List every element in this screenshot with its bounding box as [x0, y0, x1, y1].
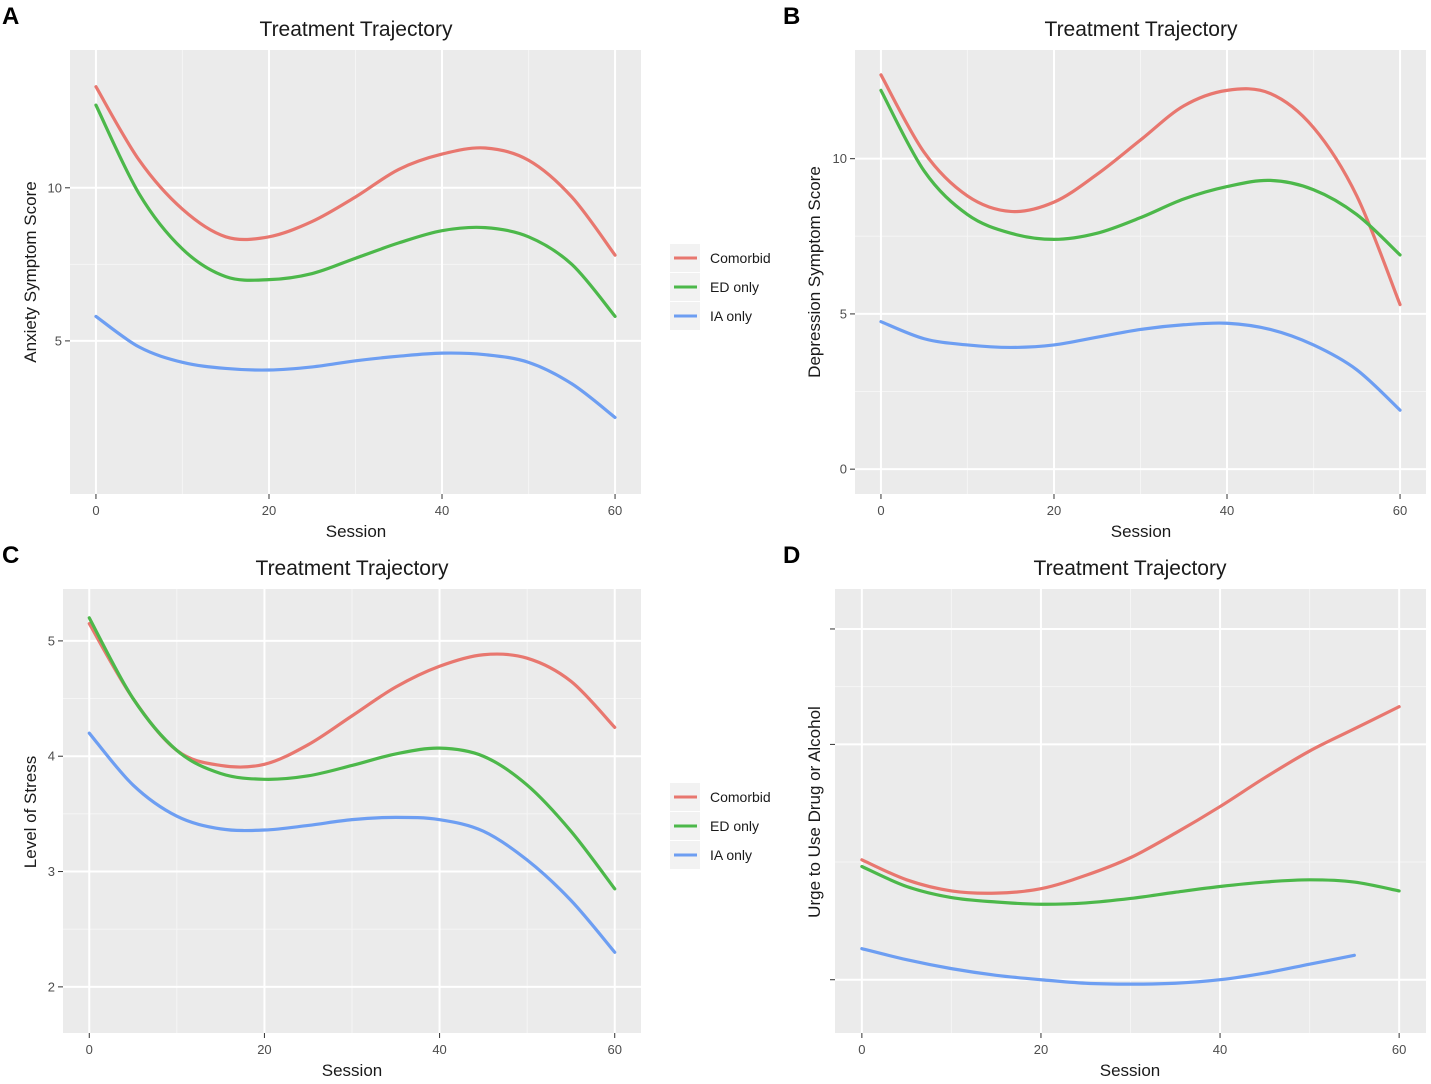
- legend-top: Comorbid ED only IA only: [670, 244, 771, 330]
- panel-d-plot: 0 20 40 60: [830, 589, 1426, 1057]
- panel-b-y-axis-label: Depression Symptom Score: [805, 166, 824, 378]
- panel-a-x-axis-label: Session: [326, 522, 386, 541]
- panel-c-x-tick-label: 0: [86, 1042, 93, 1057]
- panel-d-x-axis-label: Session: [1100, 1061, 1160, 1080]
- legend-top-label-ia-only: IA only: [710, 308, 752, 324]
- panel-a-y-axis-label: Anxiety Symptom Score: [21, 181, 40, 362]
- panel-a-plot: 0 20 40 60 5 10: [48, 50, 641, 518]
- panel-b-x-tick-label: 60: [1393, 503, 1407, 518]
- panel-b-y-tick-label: 5: [840, 306, 847, 321]
- panel-c-y-tick-label: 4: [48, 749, 55, 764]
- panel-d-series-ia-only: [860, 947, 1356, 986]
- panel-c-y-tick-label: 2: [48, 979, 55, 994]
- panel-b-title: Treatment Trajectory: [1045, 18, 1238, 41]
- legend-top-label-ed-only: ED only: [710, 279, 759, 295]
- panel-c-x-tick-label: 40: [432, 1042, 446, 1057]
- panel-b-y-tick-label: 0: [840, 462, 847, 477]
- panel-letter-d: D: [783, 542, 800, 569]
- panel-a-x-tick-label: 40: [435, 503, 449, 518]
- panel-c-series-ia-only: [87, 731, 617, 954]
- panel-d: Treatment Trajectory 0 20 40 60 Session Urg…: [805, 557, 1426, 1080]
- legend-top-label-comorbid: Comorbid: [710, 250, 771, 266]
- panel-c-x-tick-label: 20: [257, 1042, 271, 1057]
- panel-c-y-axis-label: Level of Stress: [21, 756, 40, 868]
- panel-c-title: Treatment Trajectory: [256, 557, 449, 580]
- panel-a-series-ia-only: [94, 314, 617, 420]
- panel-b-x-tick-label: 0: [877, 503, 884, 518]
- panel-b-x-tick-label: 40: [1220, 503, 1234, 518]
- panel-b-x-axis-label: Session: [1111, 522, 1171, 541]
- panel-letter-c: C: [2, 542, 19, 569]
- panel-c-plot: 0 20 40 60 2 3 4 5: [48, 589, 641, 1057]
- panel-a-series-comorbid: [94, 85, 617, 257]
- panel-a-x-tick-label: 60: [608, 503, 622, 518]
- panel-c: Treatment Trajectory 0 20 40 60 2 3 4 5 Session…: [21, 557, 641, 1080]
- panel-letter-b: B: [783, 3, 800, 30]
- panel-d-title: Treatment Trajectory: [1034, 557, 1227, 580]
- panel-c-x-axis-label: Session: [322, 1061, 382, 1080]
- legend-bottom-label-ed-only: ED only: [710, 818, 759, 834]
- panel-d-y-axis-label: Urge to Use Drug or Alcohol: [805, 706, 824, 918]
- panel-a-x-tick-label: 0: [92, 503, 99, 518]
- panel-c-series-ed-only: [87, 616, 617, 891]
- panel-b-series-ia-only: [879, 320, 1402, 412]
- panel-d-x-tick-label: 60: [1392, 1042, 1406, 1057]
- panel-b-plot: 0 20 40 60 0 5 10: [833, 50, 1426, 518]
- panel-c-x-tick-label: 60: [607, 1042, 621, 1057]
- panel-a-y-tick-label: 5: [55, 333, 62, 348]
- panel-a-x-tick-label: 20: [262, 503, 276, 518]
- panel-b-series-comorbid: [879, 73, 1402, 307]
- panel-a-y-tick-label: 10: [48, 180, 62, 195]
- panel-a-title: Treatment Trajectory: [260, 18, 453, 41]
- panel-d-series-ed-only: [860, 864, 1401, 906]
- legend-bottom-label-ia-only: IA only: [710, 847, 752, 863]
- panel-c-y-tick-label: 3: [48, 864, 55, 879]
- legend-bottom: Comorbid ED only IA only: [670, 783, 771, 869]
- panel-b-x-tick-label: 20: [1047, 503, 1061, 518]
- panel-d-series-comorbid: [860, 705, 1401, 895]
- panel-c-y-tick-label: 5: [48, 633, 55, 648]
- panel-letter-a: A: [2, 3, 19, 30]
- panel-b-series-ed-only: [879, 88, 1402, 257]
- panel-d-x-tick-label: 0: [858, 1042, 865, 1057]
- legend-bottom-label-comorbid: Comorbid: [710, 789, 771, 805]
- panel-d-x-tick-label: 20: [1034, 1042, 1048, 1057]
- panel-a-series-ed-only: [94, 103, 617, 318]
- panel-d-x-tick-label: 40: [1213, 1042, 1227, 1057]
- panel-b-y-tick-label: 10: [833, 151, 847, 166]
- panel-b: Treatment Trajectory 0 20 40 60 0 5 10 Session…: [805, 18, 1426, 541]
